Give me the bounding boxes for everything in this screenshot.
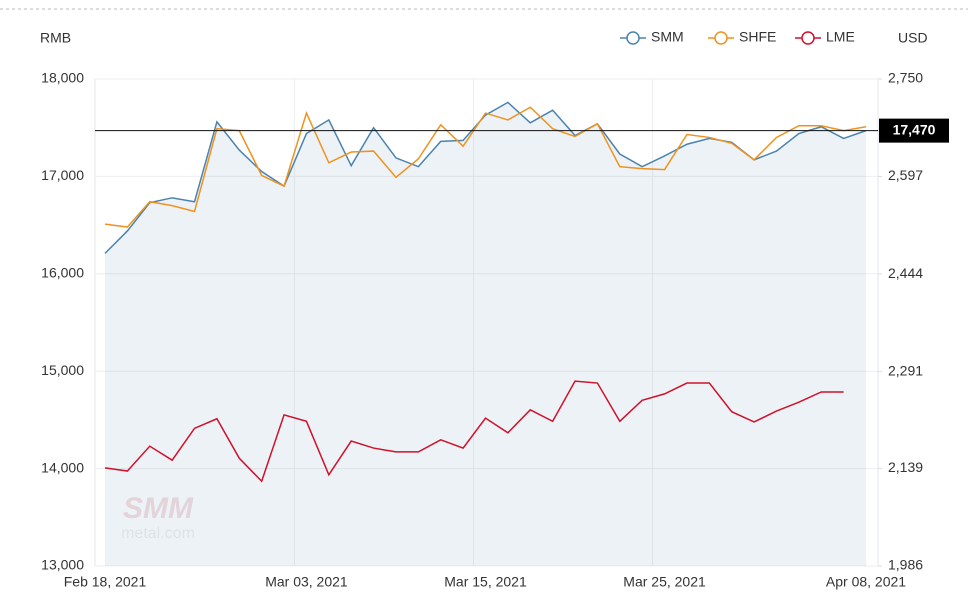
legend-label: SHFE — [739, 29, 776, 45]
y-tick-label: 13,000 — [41, 557, 84, 573]
legend-label: SMM — [651, 29, 684, 45]
x-tick-label: Mar 25, 2021 — [623, 574, 706, 590]
y-tick-label: 15,000 — [41, 362, 84, 378]
y-tick-label: 14,000 — [41, 459, 84, 475]
y2-tick-label: 1,986 — [888, 557, 923, 573]
watermark: SMM — [123, 492, 194, 525]
y2-tick-label: 2,139 — [888, 459, 923, 475]
y-tick-label: 18,000 — [41, 70, 84, 86]
area — [105, 102, 866, 566]
legend-marker — [801, 31, 815, 45]
x-tick-label: Mar 03, 2021 — [265, 574, 348, 590]
reference-label-box — [879, 118, 949, 143]
legend-marker — [626, 31, 640, 45]
y-tick-label: 16,000 — [41, 265, 84, 281]
y-tick-label: 17,000 — [41, 167, 84, 183]
x-tick-label: Feb 18, 2021 — [64, 574, 147, 590]
y2-tick-label: 2,444 — [888, 265, 923, 281]
y2-tick-label: 2,597 — [888, 167, 923, 183]
reference-label: 17,470 — [893, 121, 936, 137]
watermark: metal.com — [121, 525, 195, 542]
line — [104, 106, 867, 228]
y2-tick-label: 2,291 — [888, 362, 923, 378]
y-axis-label: RMB — [40, 30, 71, 46]
line — [104, 380, 844, 483]
y2-tick-label: 2,750 — [888, 70, 923, 86]
legend-label: LME — [826, 29, 855, 45]
x-tick-label: Mar 15, 2021 — [444, 574, 527, 590]
y2-axis-label: USD — [898, 30, 928, 46]
x-tick-label: Apr 08, 2021 — [826, 574, 906, 590]
legend-marker — [714, 31, 728, 45]
